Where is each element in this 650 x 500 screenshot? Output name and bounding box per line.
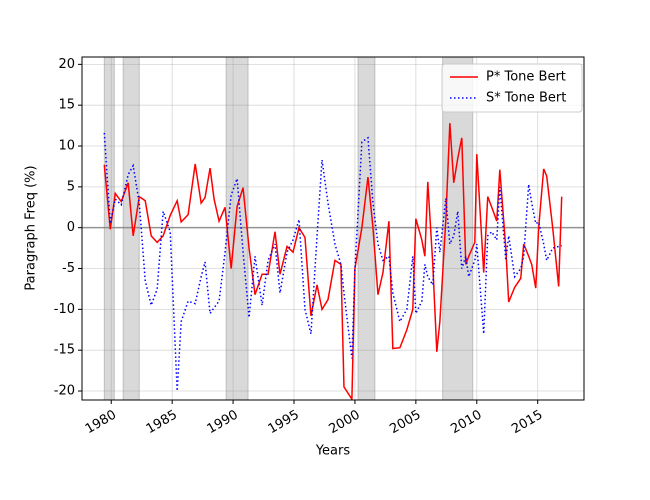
x-tick-label: 1995 — [266, 408, 302, 438]
shaded-region — [103, 56, 115, 401]
x-axis-label: Years — [315, 444, 351, 459]
y-tick-label: -15 — [54, 343, 75, 358]
y-tick-label: -10 — [54, 302, 75, 317]
y-tick-label: 20 — [58, 57, 75, 72]
y-tick-label: 5 — [67, 179, 75, 194]
x-tick-label: 1980 — [83, 408, 119, 438]
legend-label: S* Tone Bert — [486, 91, 566, 106]
shaded-region — [225, 56, 249, 401]
y-tick-label: 0 — [67, 220, 75, 235]
x-tick-label: 2015 — [509, 408, 545, 438]
x-tick-label: 2000 — [327, 408, 363, 438]
x-tick-label: 1990 — [205, 408, 241, 438]
legend-label: P* Tone Bert — [486, 70, 566, 85]
x-tick-label: 1985 — [144, 408, 180, 438]
series-line — [103, 132, 562, 392]
y-tick-label: 15 — [58, 98, 75, 113]
x-tick-label: 2005 — [387, 408, 423, 438]
x-tick-label: 2010 — [448, 408, 484, 438]
y-tick-label: 10 — [58, 139, 75, 154]
y-tick-label: -20 — [54, 384, 75, 399]
y-tick-label: -5 — [62, 261, 75, 276]
legend-box — [441, 63, 583, 113]
axes-frame — [81, 56, 585, 401]
shaded-region — [122, 56, 140, 401]
series-line — [103, 123, 563, 400]
y-axis-label: Paragraph Freq (%) — [24, 165, 39, 290]
